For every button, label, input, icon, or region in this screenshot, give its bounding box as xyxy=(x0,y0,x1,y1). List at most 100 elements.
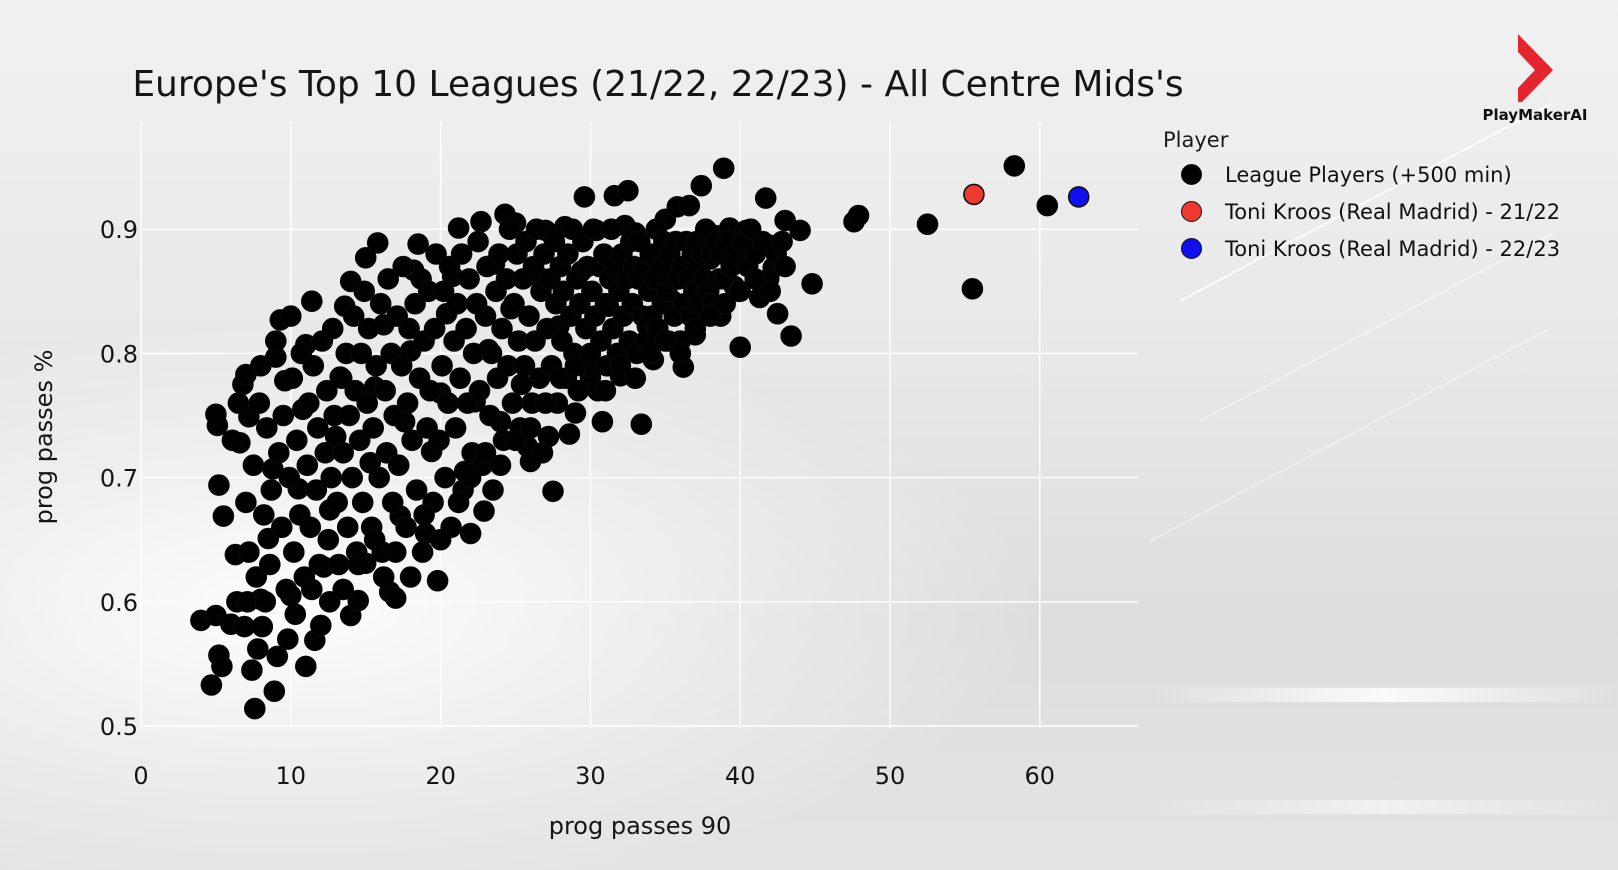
x-tick-label: 50 xyxy=(875,762,906,790)
league-player-point xyxy=(669,342,692,365)
league-player-point xyxy=(489,454,512,477)
league-player-point xyxy=(365,354,388,377)
league-player-point xyxy=(356,392,379,414)
league-player-point xyxy=(455,317,477,340)
playmakerai-logo: PlayMakerAI xyxy=(1480,30,1590,124)
league-player-point xyxy=(754,187,777,209)
league-player-point xyxy=(366,232,389,254)
league-player-point xyxy=(729,336,752,359)
chart-title: Europe's Top 10 Leagues (21/22, 22/23) -… xyxy=(132,64,1183,105)
league-player-point xyxy=(341,466,364,489)
league-player-point xyxy=(384,587,407,609)
league-player-point xyxy=(279,305,302,327)
league-player-point xyxy=(241,659,263,681)
kroos-2223-point xyxy=(1067,186,1090,208)
league-player-point xyxy=(437,392,459,414)
league-player-point xyxy=(518,305,540,327)
league-player-point xyxy=(270,516,293,539)
x-tick-labels: 0 10 20 30 40 50 60 xyxy=(133,762,1055,790)
league-player-point xyxy=(278,466,301,489)
league-player-point xyxy=(450,243,473,265)
league-player-point xyxy=(332,578,355,601)
league-player-point xyxy=(357,317,380,340)
league-player-point xyxy=(297,392,320,414)
league-player-point xyxy=(413,504,435,526)
league-player-point xyxy=(519,417,542,439)
league-player-point xyxy=(467,230,489,253)
league-player-point xyxy=(771,230,793,253)
league-player-point xyxy=(362,417,385,439)
league-player-point xyxy=(473,500,495,522)
league-player-point xyxy=(383,404,406,427)
x-axis-label: prog passes 90 xyxy=(549,812,732,840)
league-player-point xyxy=(390,354,413,377)
league-player-point xyxy=(557,243,579,265)
league-player-point xyxy=(374,379,397,402)
y-axis-label: prog passes % xyxy=(30,350,58,525)
league-player-point xyxy=(447,491,470,514)
league-player-point xyxy=(221,429,244,452)
league-player-point xyxy=(617,179,639,202)
league-player-point xyxy=(503,292,525,315)
league-player-point xyxy=(411,541,434,563)
league-player-point xyxy=(404,292,426,315)
league-player-point xyxy=(407,233,429,255)
league-player-point xyxy=(444,417,467,439)
legend-item-league-players: League Players (+500 min) xyxy=(1163,156,1560,193)
league-player-point xyxy=(347,589,370,612)
league-player-point xyxy=(564,402,587,424)
league-player-point xyxy=(474,305,497,327)
league-player-point xyxy=(252,504,275,526)
league-player-point xyxy=(961,277,984,300)
league-player-point xyxy=(248,392,271,414)
league-player-point xyxy=(347,553,370,576)
league-player-point xyxy=(630,413,653,436)
league-player-point xyxy=(780,325,802,347)
league-player-point xyxy=(251,615,274,638)
league-player-point xyxy=(338,404,361,427)
background-streak xyxy=(1150,800,1618,814)
league-player-point xyxy=(305,479,328,501)
league-player-point xyxy=(426,569,449,592)
league-player-point xyxy=(579,342,602,365)
league-player-point xyxy=(536,317,558,340)
league-player-point xyxy=(336,516,359,539)
y-tick-label: 0.5 xyxy=(100,713,138,741)
legend-title: Player xyxy=(1163,128,1229,152)
league-player-point xyxy=(399,566,422,588)
league-player-point xyxy=(729,280,752,303)
league-player-point xyxy=(513,354,536,377)
league-player-point xyxy=(284,603,307,626)
legend-marker xyxy=(1181,164,1202,185)
scatter-points xyxy=(190,155,1090,720)
league-player-point xyxy=(699,305,722,327)
league-player-point xyxy=(678,194,701,217)
league-player-point xyxy=(212,505,235,527)
league-player-point xyxy=(480,342,503,365)
league-player-point xyxy=(309,614,332,637)
y-tick-label: 0.7 xyxy=(100,465,138,493)
league-player-point xyxy=(398,317,420,340)
league-player-point xyxy=(447,217,470,239)
league-player-point xyxy=(377,268,400,290)
league-player-point xyxy=(327,553,350,576)
league-player-point xyxy=(428,429,450,452)
league-player-point xyxy=(567,379,590,402)
league-player-point xyxy=(525,218,548,240)
legend-label: League Players (+500 min) xyxy=(1225,162,1512,187)
league-player-point xyxy=(317,528,340,551)
league-player-point xyxy=(332,441,355,464)
league-player-point xyxy=(315,379,338,402)
league-player-point xyxy=(275,578,298,601)
y-tick-label: 0.6 xyxy=(100,589,138,617)
league-player-point xyxy=(326,491,349,514)
league-player-point xyxy=(600,218,623,240)
legend-label: Toni Kroos (Real Madrid) - 21/22 xyxy=(1225,199,1561,224)
legend-marker xyxy=(1181,238,1202,259)
league-player-point xyxy=(272,404,295,427)
league-player-point xyxy=(459,522,482,545)
league-player-point xyxy=(564,354,587,377)
league-player-point xyxy=(211,655,233,678)
x-tick-label: 10 xyxy=(276,762,307,790)
